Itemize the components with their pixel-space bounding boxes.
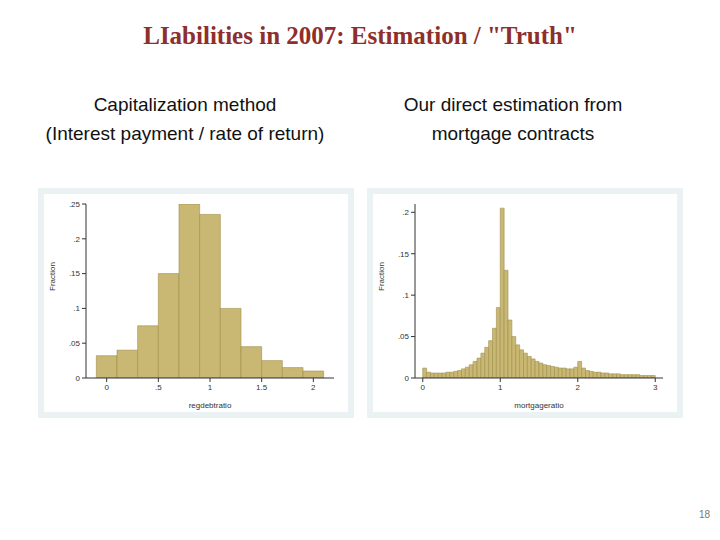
html-text:Our direct estimation from: Our direct estimation from (403, 94, 623, 115)
svg-text:.5: .5 (155, 383, 162, 392)
html-text:(Interest payment / rate of re: (Interest payment / rate of return) (45, 123, 325, 144)
svg-text:0: 0 (104, 383, 109, 392)
svg-text:2: 2 (576, 383, 581, 392)
html-text:Capitalization method: Capitalization method (93, 94, 277, 115)
svg-text:1: 1 (208, 383, 213, 392)
svg-text:.05: .05 (398, 332, 410, 341)
svg-text:regdebtratio: regdebtratio (189, 401, 232, 410)
svg-text:mortgageratio: mortgageratio (514, 401, 564, 410)
svg-text:.15: .15 (398, 250, 410, 259)
svg-text:1.5: 1.5 (256, 383, 268, 392)
svg-text:.2: .2 (73, 235, 80, 244)
html-text:LIabilities in 2007: Estimatio: LIabilities in 2007: Estimation / "Truth… (143, 22, 577, 49)
svg-text:0: 0 (76, 374, 81, 383)
svg-text:3: 3 (653, 383, 658, 392)
svg-text:2: 2 (311, 383, 316, 392)
svg-text:Fraction: Fraction (48, 262, 57, 291)
svg-text:.25: .25 (69, 200, 81, 209)
svg-text:Fraction: Fraction (377, 262, 386, 291)
svg-text:1: 1 (498, 383, 503, 392)
svg-text:.2: .2 (402, 208, 409, 217)
svg-text:.1: .1 (73, 304, 80, 313)
svg-text:.05: .05 (69, 339, 81, 348)
svg-text:.1: .1 (402, 291, 409, 300)
svg-text:0: 0 (405, 374, 410, 383)
html-text:mortgage contracts: mortgage contracts (431, 123, 595, 144)
html-text:18: 18 (698, 509, 710, 520)
svg-text:0: 0 (421, 383, 426, 392)
svg-text:.15: .15 (69, 269, 81, 278)
